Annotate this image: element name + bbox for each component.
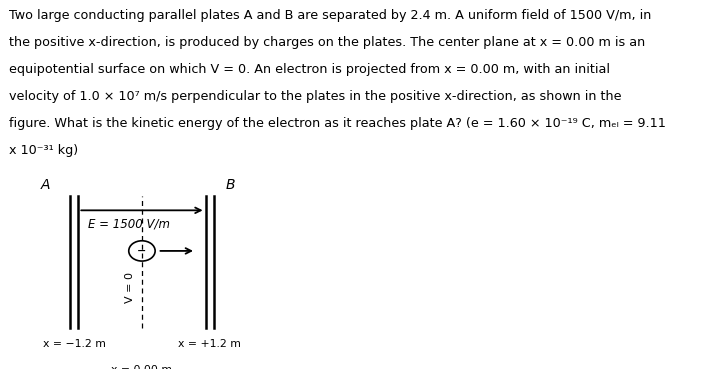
Text: x = +1.2 m: x = +1.2 m	[178, 339, 241, 349]
Text: A: A	[41, 178, 51, 192]
Text: x = 0.00 m: x = 0.00 m	[111, 365, 172, 369]
Text: −: −	[137, 246, 147, 256]
Text: Two large conducting parallel plates A and B are separated by 2.4 m. A uniform f: Two large conducting parallel plates A a…	[9, 9, 651, 22]
Text: V = 0: V = 0	[125, 272, 135, 303]
Text: the positive x-direction, is produced by charges on the plates. The center plane: the positive x-direction, is produced by…	[9, 36, 645, 49]
Text: equipotential surface on which V = 0. An electron is projected from x = 0.00 m, : equipotential surface on which V = 0. An…	[9, 63, 610, 76]
Text: E = 1500 V/m: E = 1500 V/m	[88, 218, 170, 231]
Text: x = −1.2 m: x = −1.2 m	[43, 339, 105, 349]
Text: figure. What is the kinetic energy of the electron as it reaches plate A? (e = 1: figure. What is the kinetic energy of th…	[9, 117, 666, 130]
Text: velocity of 1.0 × 10⁷ m/s perpendicular to the plates in the positive x-directio: velocity of 1.0 × 10⁷ m/s perpendicular …	[9, 90, 622, 103]
Text: B: B	[226, 178, 236, 192]
Text: x 10⁻³¹ kg): x 10⁻³¹ kg)	[9, 144, 78, 157]
